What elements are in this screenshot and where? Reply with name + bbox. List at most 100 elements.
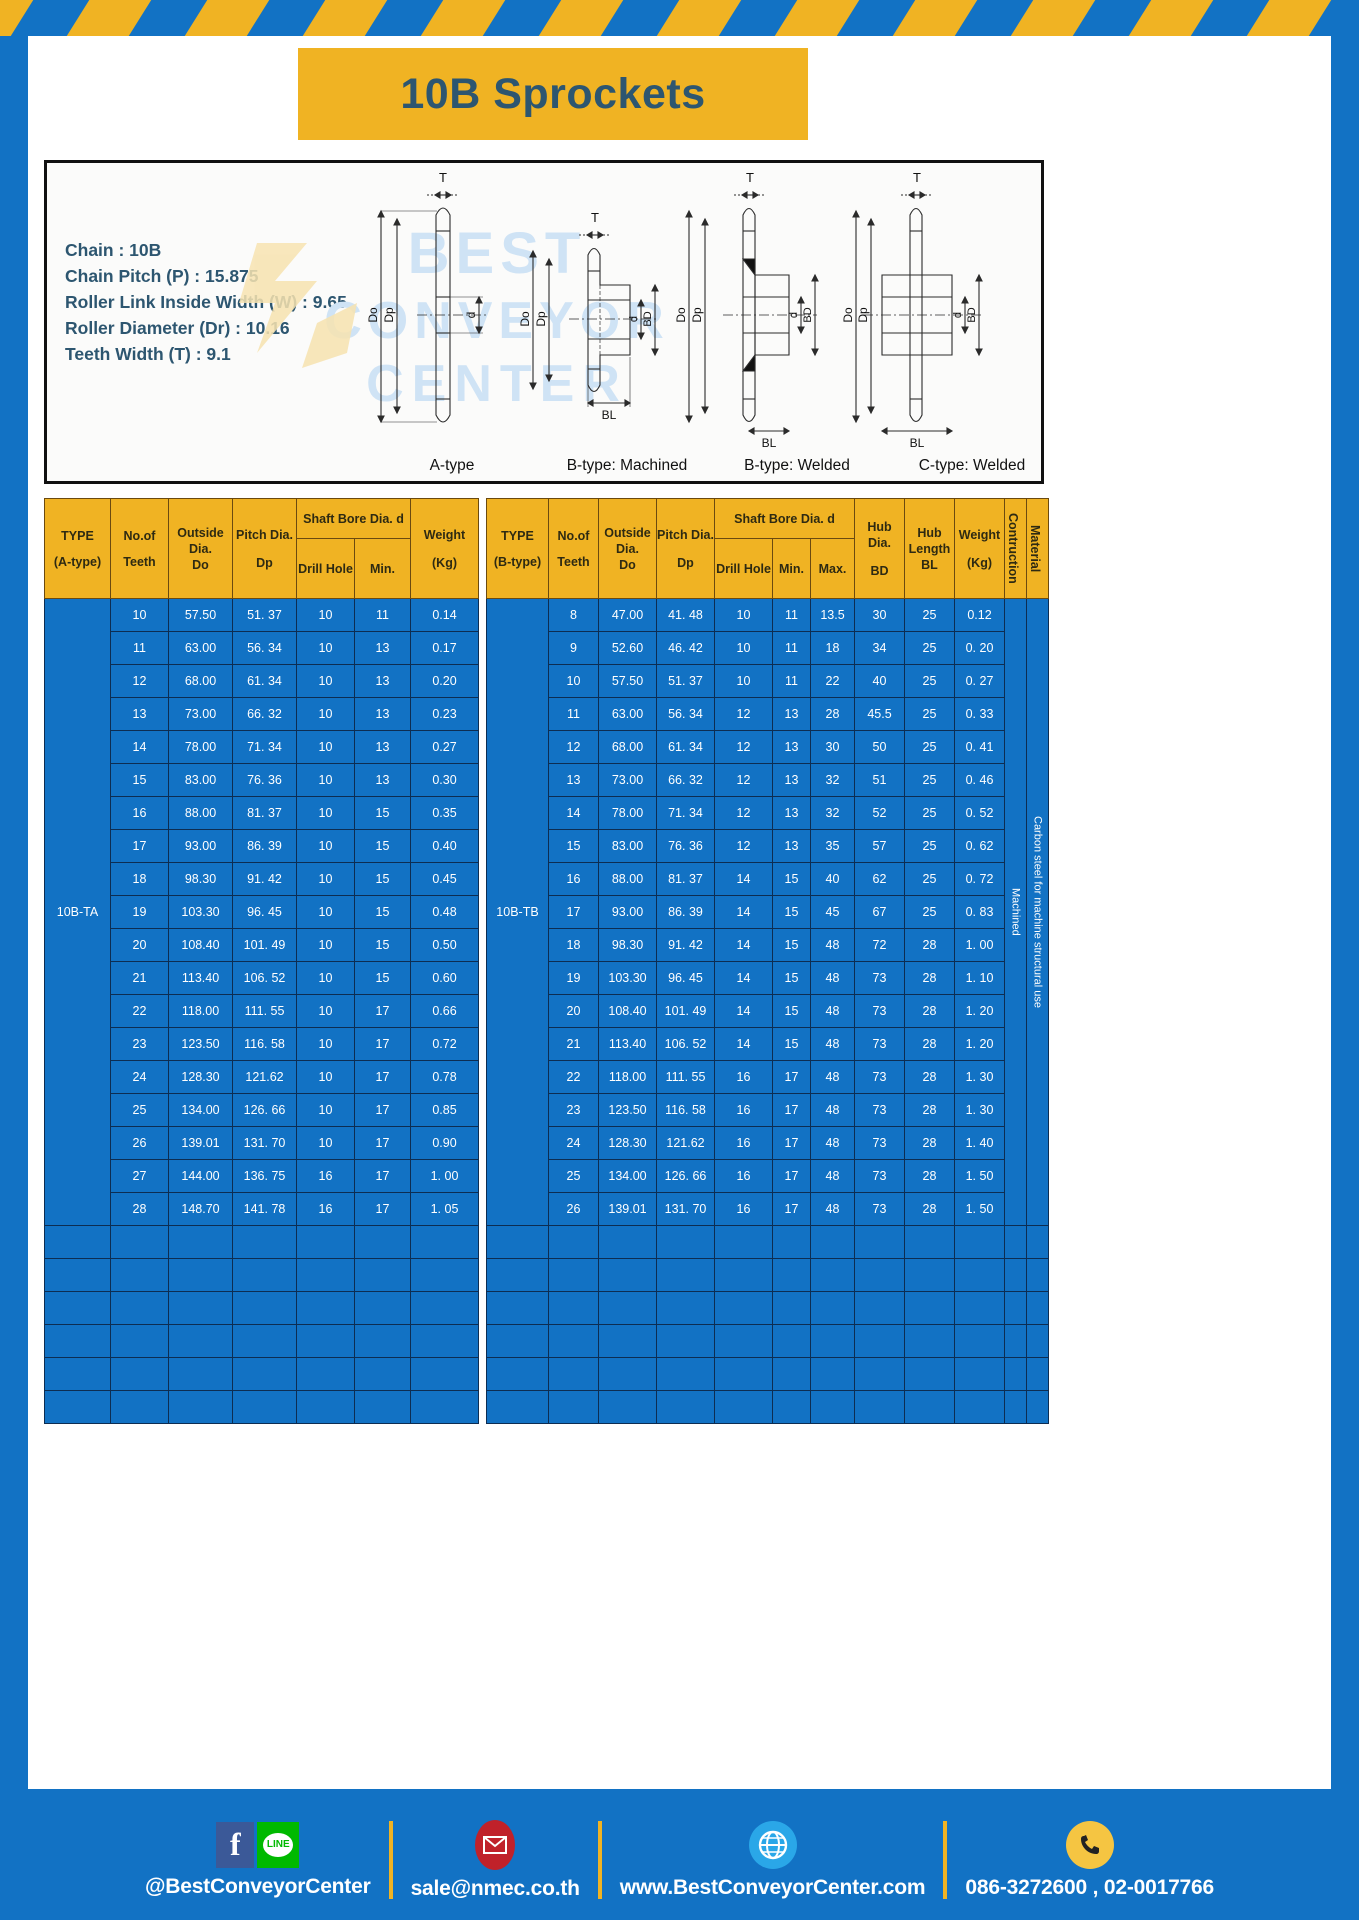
- table-cell: 118.00: [598, 1060, 657, 1094]
- table-cell: 0.78: [410, 1060, 479, 1094]
- svg-text:Dp: Dp: [534, 311, 548, 327]
- table-empty-row: [44, 1225, 479, 1259]
- table-cell: 72: [854, 928, 905, 962]
- svg-text:d: d: [628, 316, 640, 322]
- chevron-stripe: [178, 0, 276, 36]
- caption-b-type-welded: B-type: Welded: [744, 457, 850, 474]
- table-cell: 12: [714, 697, 773, 731]
- svg-text:BD: BD: [802, 307, 814, 322]
- chevron-stripe: [1004, 0, 1102, 36]
- table-cell: 78.00: [598, 796, 657, 830]
- table-cell: 141. 78: [232, 1192, 297, 1226]
- table-cell: 0.35: [410, 796, 479, 830]
- table-cell: 17: [548, 895, 599, 929]
- table-cell: 17: [354, 1159, 411, 1193]
- table-cell: 10: [714, 631, 773, 665]
- table-cell: 0.12: [954, 598, 1005, 632]
- table-empty-row: [44, 1357, 479, 1391]
- phone-icon[interactable]: [1065, 1820, 1114, 1869]
- table-cell: 47.00: [598, 598, 657, 632]
- cell-construction-value: Machined: [1004, 598, 1027, 1226]
- table-cell-empty: [714, 1291, 773, 1325]
- table-cell-empty: [772, 1225, 811, 1259]
- th-a-pitch-dia: Pitch Dia. Dp: [232, 498, 297, 599]
- table-cell: 0.48: [410, 895, 479, 929]
- table-cell: 0.90: [410, 1126, 479, 1160]
- table-b-header-row-1: TYPE (B-type) No.of Teeth Outside Dia. D…: [486, 498, 1049, 599]
- table-cell-empty: [810, 1225, 855, 1259]
- table-cell-empty: [1026, 1324, 1049, 1358]
- table-cell: 148.70: [168, 1192, 233, 1226]
- table-row: 13 73.00 66. 32 12 13 32 51 25 0. 46: [487, 763, 1049, 797]
- table-cell-empty: [714, 1390, 773, 1424]
- line-icon[interactable]: LINE: [257, 1821, 300, 1868]
- table-cell: 16: [714, 1126, 773, 1160]
- facebook-icon[interactable]: f: [216, 1821, 255, 1868]
- footer-phone[interactable]: 086-3272600 , 02-0017766: [965, 1820, 1214, 1900]
- table-row: 27 144.00 136. 75 16 17 1. 00: [45, 1159, 479, 1193]
- table-cell: 12: [110, 664, 169, 698]
- table-cell-empty: [410, 1225, 479, 1259]
- table-cell: 9: [548, 631, 599, 665]
- table-cell: 45.5: [854, 697, 905, 731]
- table-cell: 24: [548, 1126, 599, 1160]
- table-cell-empty: [1026, 1225, 1049, 1259]
- table-cell-empty: [232, 1357, 297, 1391]
- table-empty-row: [486, 1357, 1049, 1391]
- th-b-min: Min.: [772, 538, 811, 599]
- table-cell-empty: [168, 1291, 233, 1325]
- table-row: 19 103.30 96. 45 14 15 48 73 28 1. 10: [487, 961, 1049, 995]
- table-cell: 32: [810, 796, 855, 830]
- footer-facebook[interactable]: f LINE @BestConveyorCenter: [145, 1821, 371, 1899]
- table-cell: 18: [810, 631, 855, 665]
- chevron-stripe: [650, 0, 748, 36]
- table-cell: 108.40: [598, 994, 657, 1028]
- footer-email[interactable]: sale@nmec.co.th: [411, 1819, 580, 1901]
- table-cell: 15: [354, 895, 411, 929]
- table-cell-empty: [598, 1225, 657, 1259]
- table-cell-empty: [486, 1357, 549, 1391]
- table-cell: 134.00: [598, 1159, 657, 1193]
- table-cell: 126. 66: [232, 1093, 297, 1127]
- table-cell: 67: [854, 895, 905, 929]
- table-row: 10 57.50 51. 37 10 11 22 40 25 0. 27: [487, 664, 1049, 698]
- spec-line-roller-dia: Roller Diameter (Dr) : 10.16: [65, 318, 290, 338]
- table-cell: 93.00: [168, 829, 233, 863]
- table-cell: 113.40: [598, 1027, 657, 1061]
- table-cell-empty: [656, 1390, 715, 1424]
- table-cell: 18: [110, 862, 169, 896]
- table-cell: 16: [548, 862, 599, 896]
- table-cell: 51. 37: [656, 664, 715, 698]
- table-cell-empty: [714, 1324, 773, 1358]
- mail-icon[interactable]: [475, 1819, 516, 1870]
- table-cell-empty: [854, 1357, 905, 1391]
- chevron-stripe: [60, 0, 158, 36]
- phone-number: 086-3272600 , 02-0017766: [965, 1875, 1214, 1899]
- table-cell: 15: [548, 829, 599, 863]
- table-cell: 88.00: [598, 862, 657, 896]
- table-row: 11 63.00 56. 34 10 13 0.17: [45, 631, 479, 665]
- table-cell: 11: [354, 598, 411, 632]
- table-cell: 13: [772, 763, 811, 797]
- table-cell-empty: [410, 1324, 479, 1358]
- table-cell-empty: [854, 1225, 905, 1259]
- table-row: 24 128.30 121.62 16 17 48 73 28 1. 40: [487, 1126, 1049, 1160]
- table-cell: 13: [110, 697, 169, 731]
- table-cell: 78.00: [168, 730, 233, 764]
- table-cell: 11: [110, 631, 169, 665]
- th-a-weight: Weight (Kg): [410, 498, 479, 599]
- table-cell: 66. 32: [656, 763, 715, 797]
- table-cell: 28: [904, 994, 955, 1028]
- table-cell: 56. 34: [232, 631, 297, 665]
- table-cell-empty: [954, 1258, 1005, 1292]
- th-a-drill-hole: Drill Hole: [296, 538, 355, 599]
- table-cell: 30: [854, 598, 905, 632]
- svg-text:BL: BL: [910, 436, 925, 450]
- table-cell: 71. 34: [232, 730, 297, 764]
- globe-icon[interactable]: [748, 1820, 797, 1869]
- table-cell: 128.30: [168, 1060, 233, 1094]
- table-cell: 0.17: [410, 631, 479, 665]
- table-cell: 73: [854, 961, 905, 995]
- footer-website[interactable]: www.BestConveyorCenter.com: [620, 1820, 926, 1900]
- table-cell: 108.40: [168, 928, 233, 962]
